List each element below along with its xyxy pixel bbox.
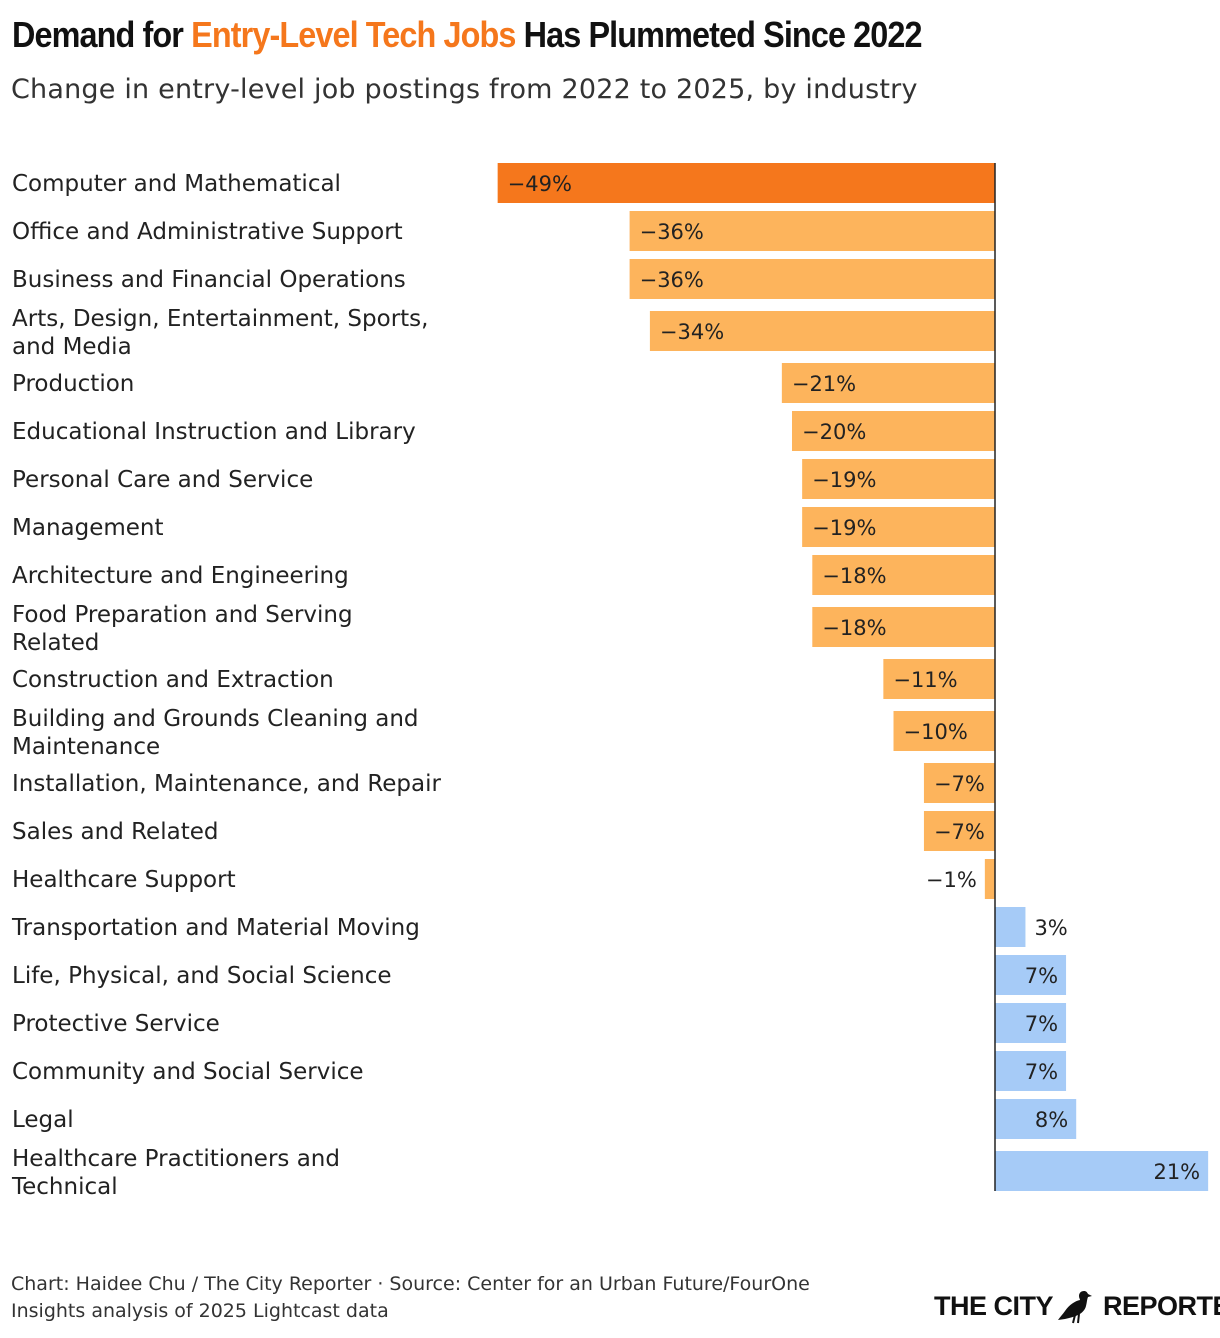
value-label-6: −19%: [812, 468, 876, 492]
bar-0: [497, 163, 995, 203]
category-label-10: Construction and Extraction: [12, 667, 334, 693]
category-label-1: Office and Administrative Support: [12, 219, 403, 245]
category-label-line-11-1: Maintenance: [12, 734, 160, 760]
bar-19: [995, 1099, 1077, 1139]
category-label-line-20-0: Healthcare Practitioners and: [12, 1146, 340, 1172]
bar-4: [781, 363, 995, 403]
bar-8: [812, 555, 995, 595]
category-label-line-9-0: Food Preparation and Serving: [12, 602, 353, 628]
value-label-20: 21%: [1153, 1160, 1200, 1184]
title-post: Has Plummeted Since 2022: [515, 14, 923, 55]
value-label-19: 8%: [1035, 1108, 1068, 1132]
value-label-5: −20%: [802, 420, 866, 444]
value-label-13: −7%: [934, 820, 985, 844]
bar-2: [629, 259, 995, 299]
chart-title: Demand for Entry-Level Tech Jobs Has Plu…: [12, 14, 923, 56]
bar-5: [792, 411, 995, 451]
category-label-line-3-1: and Media: [12, 334, 132, 360]
value-label-0: −49%: [508, 172, 572, 196]
category-label-0: Computer and Mathematical: [12, 171, 341, 197]
category-label-3: Arts, Design, Entertainment, Sports, and …: [12, 306, 428, 360]
category-label-17: Protective Service: [12, 1011, 220, 1037]
bar-13: [923, 811, 995, 851]
category-label-20: Healthcare Practitioners and Technical: [11, 1146, 340, 1200]
category-label-2: Business and Financial Operations: [12, 267, 406, 293]
chart-subtitle: Change in entry-level job postings from …: [11, 74, 918, 105]
bar-7: [802, 507, 995, 547]
category-label-18: Community and Social Service: [12, 1059, 364, 1085]
bar-14: [984, 859, 995, 899]
value-label-11: −10%: [904, 720, 968, 744]
title-highlight: Entry-Level Tech Jobs: [191, 14, 516, 55]
bar-12: [923, 763, 995, 803]
bar-10: [883, 659, 995, 699]
bar-9: [812, 607, 995, 647]
category-label-12: Installation, Maintenance, and Repair: [12, 771, 442, 797]
category-label-6: Personal Care and Service: [12, 467, 313, 493]
category-label-7: Management: [12, 515, 164, 541]
category-label-line-20-1: Technical: [11, 1174, 118, 1200]
logo-text-left: THE CITY: [934, 1290, 1054, 1321]
value-label-3: −34%: [660, 320, 724, 344]
bar-16: [995, 955, 1067, 995]
value-label-12: −7%: [934, 772, 985, 796]
bar-15: [995, 907, 1026, 947]
bar-3: [649, 311, 995, 351]
value-label-15: 3%: [1034, 916, 1067, 940]
value-label-9: −18%: [822, 616, 886, 640]
footer-credit-line-1: Chart: Haidee Chu / The City Reporter · …: [11, 1273, 810, 1295]
bar-18: [995, 1051, 1067, 1091]
value-label-16: 7%: [1025, 964, 1058, 988]
value-label-2: −36%: [640, 268, 704, 292]
footer-credit: Chart: Haidee Chu / The City Reporter · …: [11, 1271, 911, 1325]
category-label-11: Building and Grounds Cleaning and Mainten…: [12, 706, 419, 760]
category-label-4: Production: [12, 371, 134, 397]
logo-text-right: REPORTER: [1103, 1290, 1220, 1321]
bar-17: [995, 1003, 1067, 1043]
category-label-16: Life, Physical, and Social Science: [12, 963, 392, 989]
value-label-17: 7%: [1025, 1012, 1058, 1036]
category-label-8: Architecture and Engineering: [12, 563, 349, 589]
bar-20: [995, 1151, 1209, 1191]
value-label-18: 7%: [1025, 1060, 1058, 1084]
category-label-line-11-0: Building and Grounds Cleaning and: [12, 706, 419, 732]
bar-chart: Computer and Mathematical −49% Office and …: [11, 163, 1209, 1200]
value-label-7: −19%: [812, 516, 876, 540]
value-label-8: −18%: [822, 564, 886, 588]
category-label-14: Healthcare Support: [12, 867, 236, 893]
footer-credit-line-2: Insights analysis of 2025 Lightcast data: [11, 1300, 389, 1322]
bar-11: [893, 711, 995, 751]
value-label-1: −36%: [640, 220, 704, 244]
title-pre: Demand for: [12, 14, 192, 55]
value-label-14: −1%: [926, 868, 977, 892]
category-label-19: Legal: [12, 1107, 74, 1133]
pigeon-icon: [1058, 1291, 1093, 1324]
value-label-10: −11%: [893, 668, 957, 692]
category-label-line-9-1: Related: [12, 630, 99, 656]
bar-1: [629, 211, 995, 251]
bar-6: [802, 459, 995, 499]
category-label-line-3-0: Arts, Design, Entertainment, Sports,: [12, 306, 428, 332]
category-label-13: Sales and Related: [12, 819, 218, 845]
publisher-logo: THE CITY REPORTER: [934, 1287, 1220, 1325]
category-label-15: Transportation and Material Moving: [11, 915, 420, 941]
category-label-5: Educational Instruction and Library: [12, 419, 416, 445]
category-label-9: Food Preparation and Serving Related: [12, 602, 353, 656]
value-label-4: −21%: [792, 372, 856, 396]
